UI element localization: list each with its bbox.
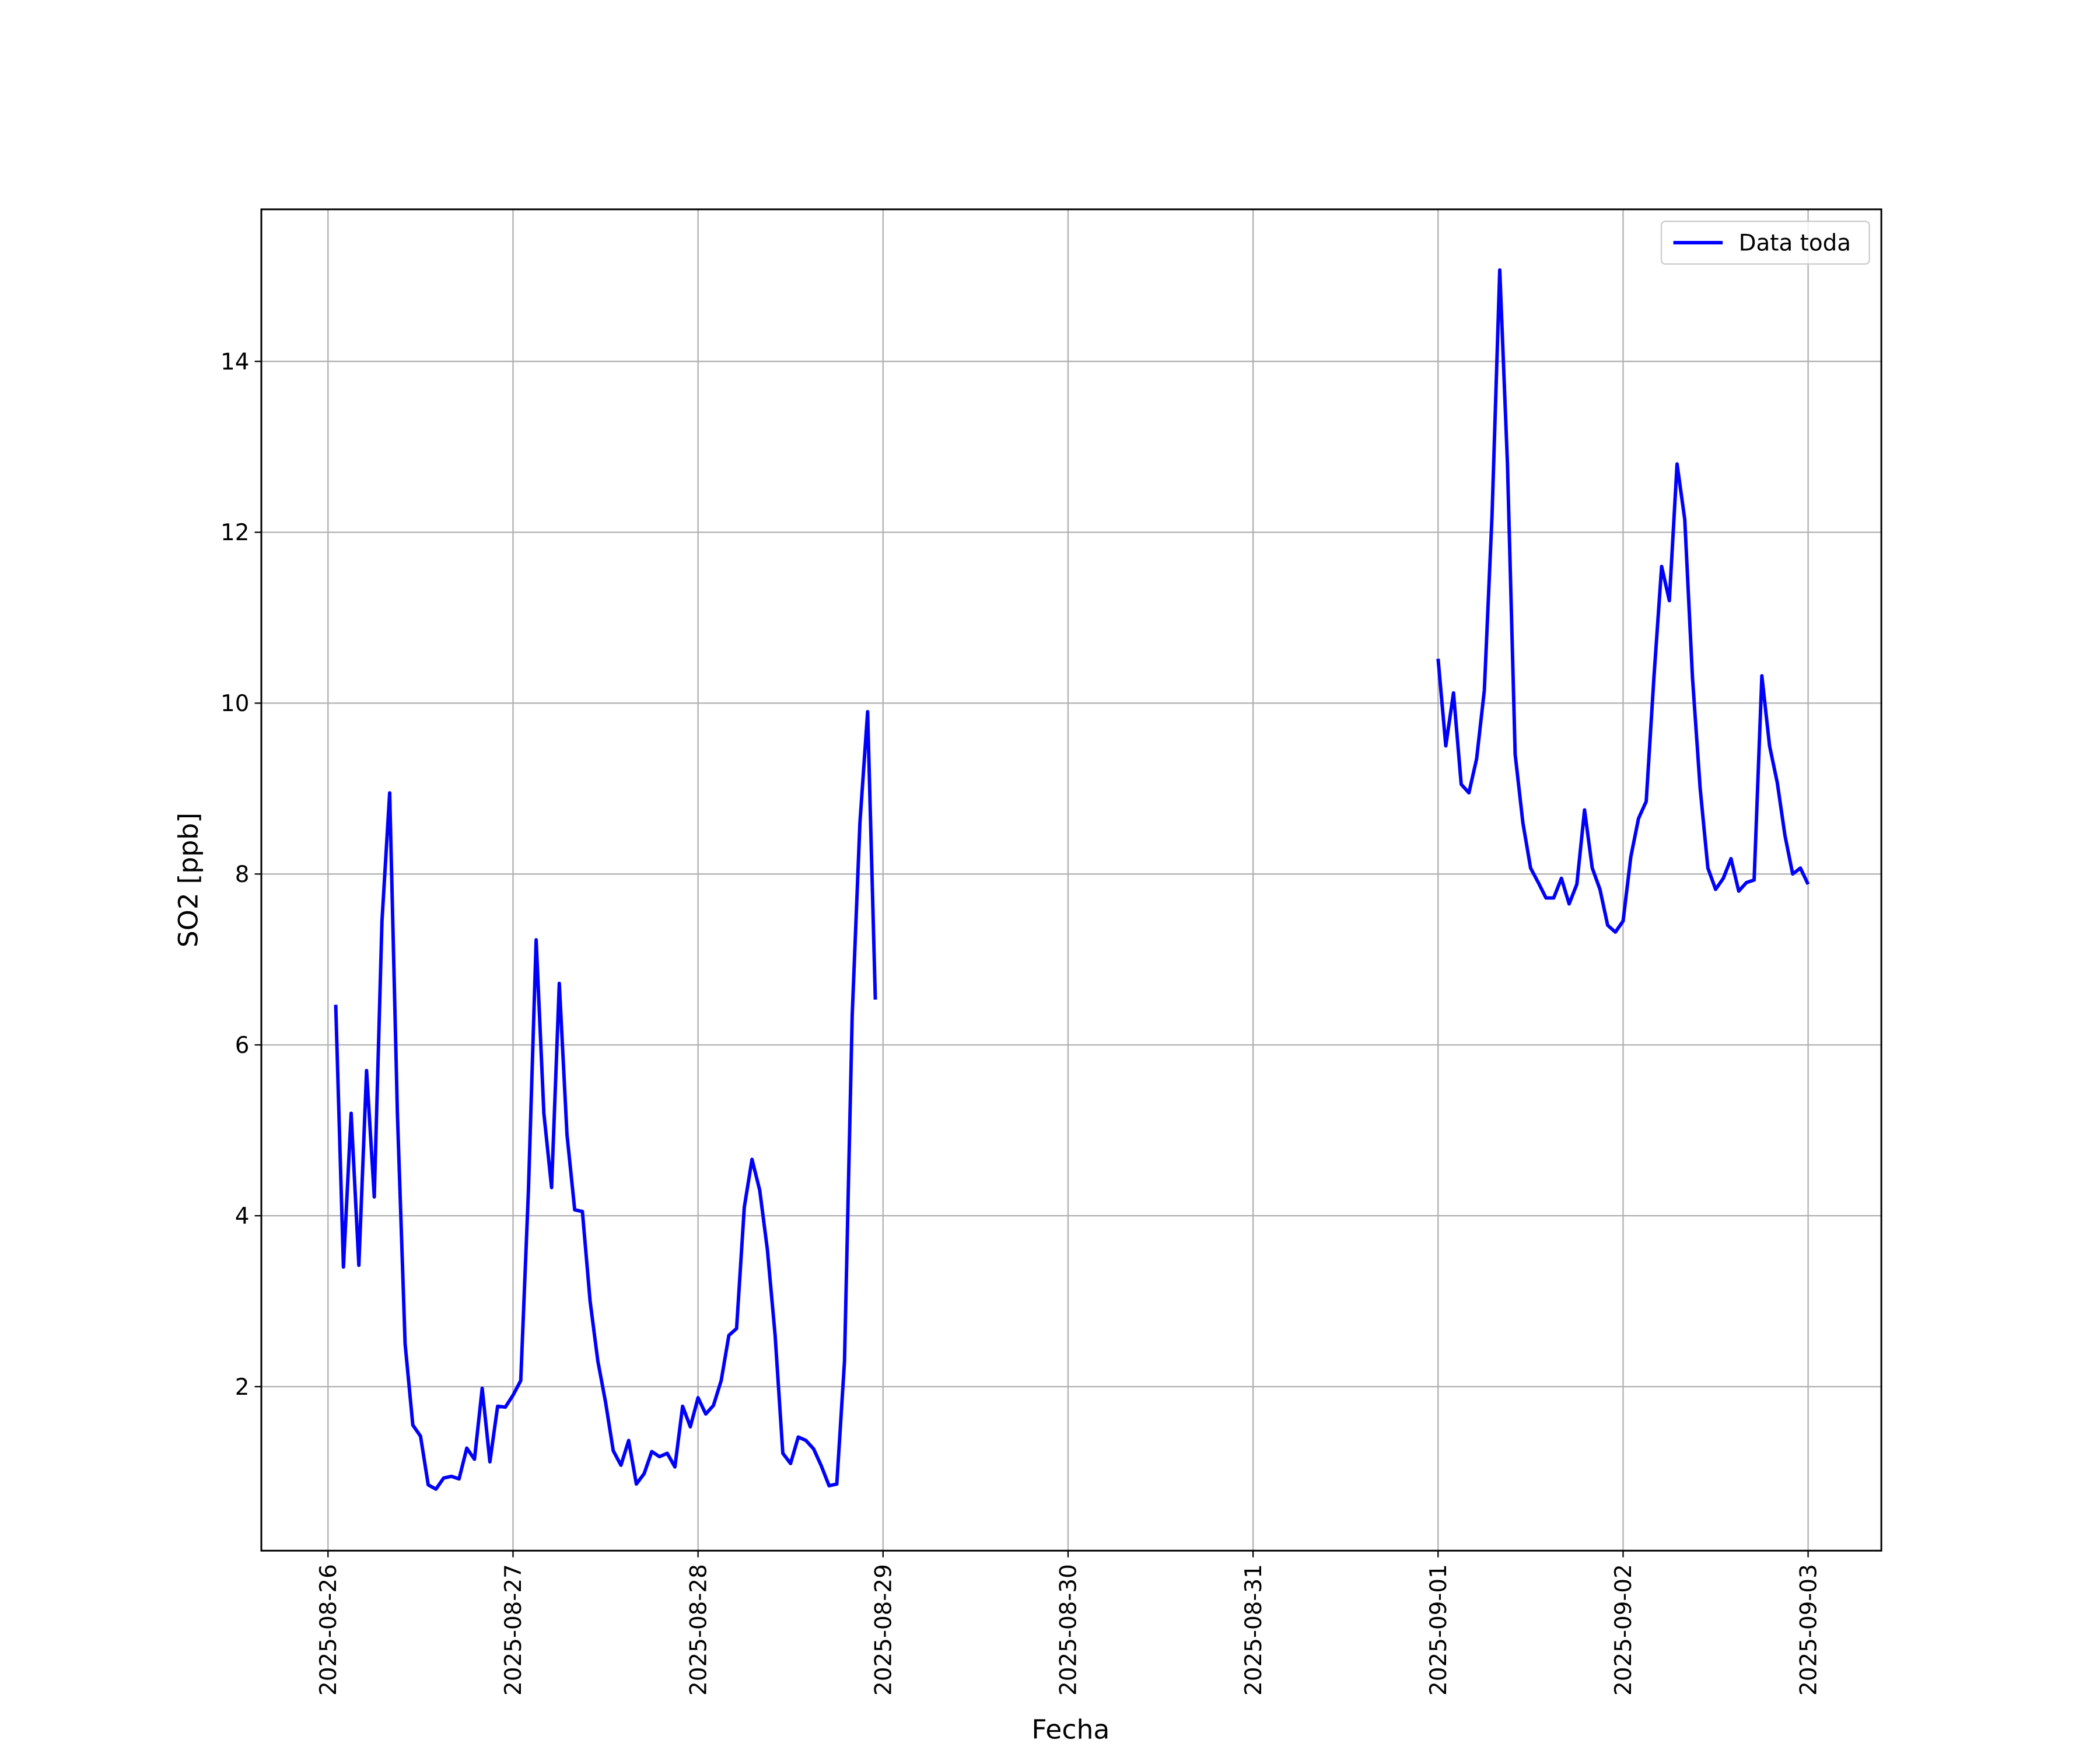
y-tick-label: 8 [235, 862, 250, 888]
legend-label: Data toda [1739, 230, 1852, 257]
legend-box [1660, 220, 1870, 265]
y-tick-label: 4 [235, 1203, 250, 1230]
x-tick-label: 2025-09-03 [1796, 1564, 1822, 1696]
x-tick-label: 2025-08-31 [1241, 1564, 1267, 1696]
x-tick-label: 2025-08-29 [871, 1564, 897, 1696]
x-tick-label: 2025-08-28 [685, 1564, 712, 1696]
plot-frame [260, 208, 1882, 1552]
x-tick-label: 2025-09-02 [1611, 1564, 1637, 1696]
x-tick-label: 2025-08-30 [1056, 1564, 1082, 1696]
y-tick-label: 12 [220, 520, 249, 546]
y-tick-label: 14 [220, 349, 249, 375]
y-axis-label: SO2 [ppb] [173, 813, 204, 947]
y-tick-label: 10 [220, 691, 249, 717]
data-line [334, 268, 1810, 1491]
x-tick-label: 2025-08-26 [316, 1564, 342, 1696]
y-tick-label: 6 [235, 1032, 250, 1059]
x-axis-label: Fecha [1031, 1714, 1110, 1745]
x-tick-label: 2025-08-27 [501, 1564, 527, 1696]
x-tick-label: 2025-09-01 [1426, 1564, 1452, 1696]
y-tick-label: 2 [235, 1374, 250, 1401]
